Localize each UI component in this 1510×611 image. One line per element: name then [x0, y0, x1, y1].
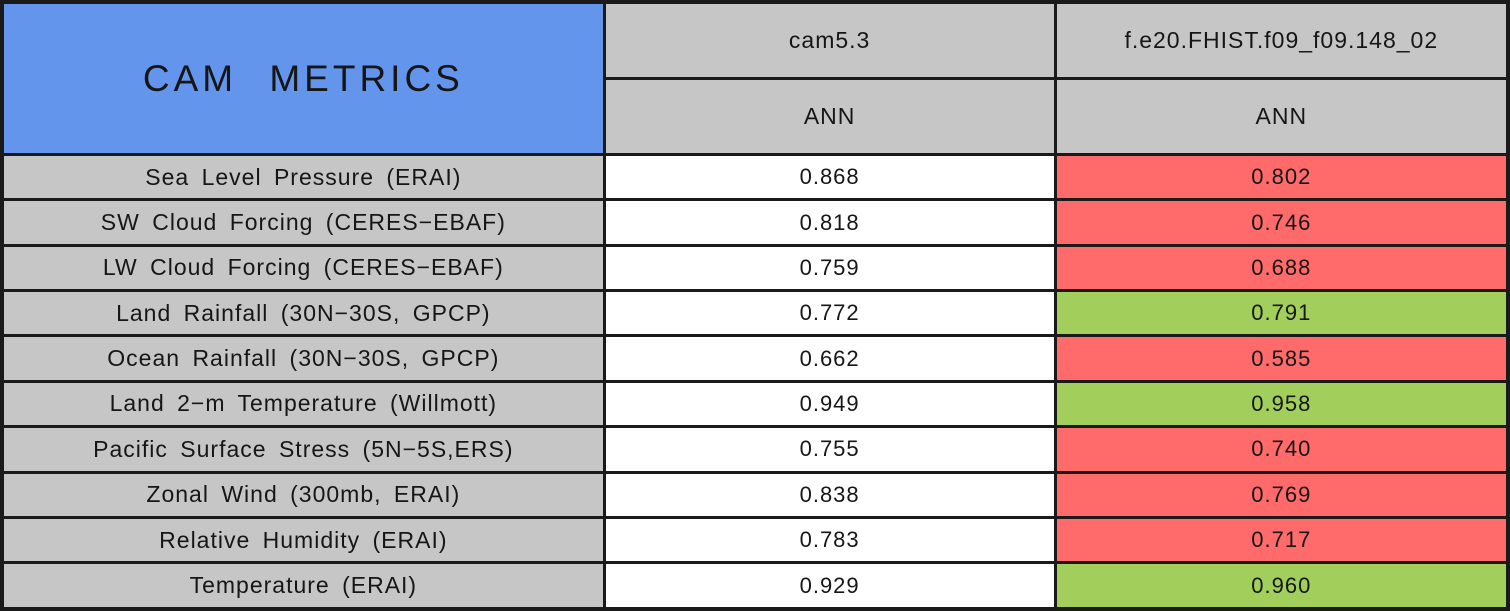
metrics-rows: Sea Level Pressure (ERAI) 0.868 0.802 SW… [0, 152, 1510, 611]
metric-label: Relative Humidity (ERAI) [0, 515, 606, 565]
test-value: 0.746 [1053, 198, 1510, 247]
table-row: Land Rainfall (30N−30S, GPCP) 0.772 0.79… [0, 289, 1510, 338]
baseline-value: 0.755 [602, 425, 1057, 474]
table-row: Pacific Surface Stress (5N−5S,ERS) 0.755… [0, 425, 1510, 474]
table-row: SW Cloud Forcing (CERES−EBAF) 0.818 0.74… [0, 198, 1510, 247]
table-row: Land 2−m Temperature (Willmott) 0.949 0.… [0, 379, 1510, 429]
baseline-value: 0.772 [602, 289, 1057, 338]
header-row-seasons: ANN ANN [2, 77, 1510, 156]
test-value: 0.960 [1053, 561, 1510, 611]
table-row: Temperature (ERAI) 0.929 0.960 [0, 561, 1510, 611]
test-value: 0.585 [1053, 334, 1510, 383]
test-value: 0.791 [1053, 289, 1510, 338]
test-season-header: ANN [1053, 77, 1510, 156]
test-value: 0.740 [1053, 425, 1510, 474]
metric-label: Sea Level Pressure (ERAI) [0, 152, 606, 202]
metric-label: Temperature (ERAI) [0, 561, 606, 611]
metric-label: LW Cloud Forcing (CERES−EBAF) [0, 243, 606, 293]
table-row: Relative Humidity (ERAI) 0.783 0.717 [0, 515, 1510, 565]
baseline-value: 0.838 [602, 470, 1057, 519]
metric-label: SW Cloud Forcing (CERES−EBAF) [0, 198, 606, 247]
baseline-value: 0.949 [602, 379, 1057, 429]
baseline-value: 0.929 [602, 561, 1057, 611]
metric-label: Land Rainfall (30N−30S, GPCP) [0, 289, 606, 338]
baseline-season-header: ANN [602, 77, 1057, 156]
baseline-model-header: cam5.3 [602, 0, 1057, 80]
table-row: Sea Level Pressure (ERAI) 0.868 0.802 [0, 152, 1510, 202]
metric-label: Ocean Rainfall (30N−30S, GPCP) [0, 334, 606, 383]
metric-label: Pacific Surface Stress (5N−5S,ERS) [0, 425, 606, 474]
baseline-value: 0.868 [602, 152, 1057, 202]
table-title: CAM METRICS [0, 0, 606, 156]
test-value: 0.688 [1053, 243, 1510, 293]
metric-label: Zonal Wind (300mb, ERAI) [0, 470, 606, 519]
baseline-value: 0.662 [602, 334, 1057, 383]
baseline-value: 0.783 [602, 515, 1057, 565]
test-model-header: f.e20.FHIST.f09_f09.148_02 [1053, 0, 1510, 80]
test-value: 0.802 [1053, 152, 1510, 202]
table-row: Ocean Rainfall (30N−30S, GPCP) 0.662 0.5… [0, 334, 1510, 383]
test-value: 0.769 [1053, 470, 1510, 519]
baseline-value: 0.818 [602, 198, 1057, 247]
table-row: Zonal Wind (300mb, ERAI) 0.838 0.769 [0, 470, 1510, 519]
test-value: 0.717 [1053, 515, 1510, 565]
table-header: CAM METRICS cam5.3 f.e20.FHIST.f09_f09.1… [0, 0, 1510, 156]
test-value: 0.958 [1053, 379, 1510, 429]
metric-label: Land 2−m Temperature (Willmott) [0, 379, 606, 429]
header-row-models: CAM METRICS cam5.3 f.e20.FHIST.f09_f09.1… [0, 0, 1510, 156]
table-row: LW Cloud Forcing (CERES−EBAF) 0.759 0.68… [0, 243, 1510, 293]
baseline-value: 0.759 [602, 243, 1057, 293]
